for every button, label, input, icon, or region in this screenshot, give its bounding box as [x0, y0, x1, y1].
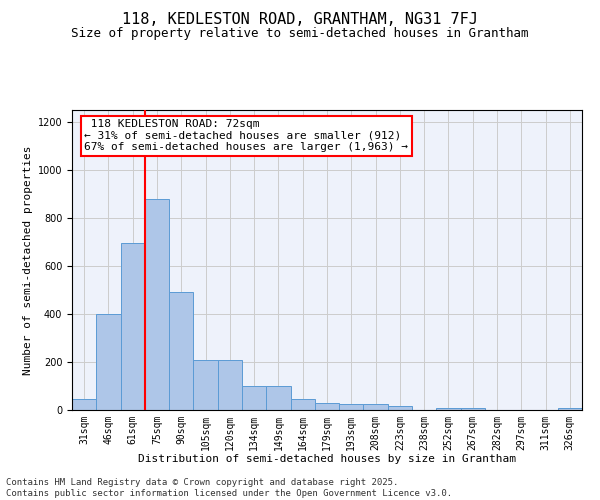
Text: 118 KEDLESTON ROAD: 72sqm
← 31% of semi-detached houses are smaller (912)
67% of: 118 KEDLESTON ROAD: 72sqm ← 31% of semi-…: [85, 119, 409, 152]
Text: Size of property relative to semi-detached houses in Grantham: Size of property relative to semi-detach…: [71, 28, 529, 40]
Text: 118, KEDLESTON ROAD, GRANTHAM, NG31 7FJ: 118, KEDLESTON ROAD, GRANTHAM, NG31 7FJ: [122, 12, 478, 28]
Bar: [461, 408, 485, 410]
Bar: [218, 360, 242, 410]
Bar: [145, 199, 169, 410]
X-axis label: Distribution of semi-detached houses by size in Grantham: Distribution of semi-detached houses by …: [138, 454, 516, 464]
Bar: [339, 404, 364, 410]
Bar: [169, 292, 193, 410]
Bar: [242, 386, 266, 410]
Bar: [388, 406, 412, 410]
Text: Contains HM Land Registry data © Crown copyright and database right 2025.
Contai: Contains HM Land Registry data © Crown c…: [6, 478, 452, 498]
Bar: [290, 399, 315, 410]
Bar: [266, 386, 290, 410]
Bar: [436, 408, 461, 410]
Y-axis label: Number of semi-detached properties: Number of semi-detached properties: [23, 145, 34, 375]
Bar: [121, 243, 145, 410]
Bar: [558, 408, 582, 410]
Bar: [193, 360, 218, 410]
Bar: [72, 399, 96, 410]
Bar: [96, 314, 121, 410]
Bar: [315, 403, 339, 410]
Bar: [364, 404, 388, 410]
